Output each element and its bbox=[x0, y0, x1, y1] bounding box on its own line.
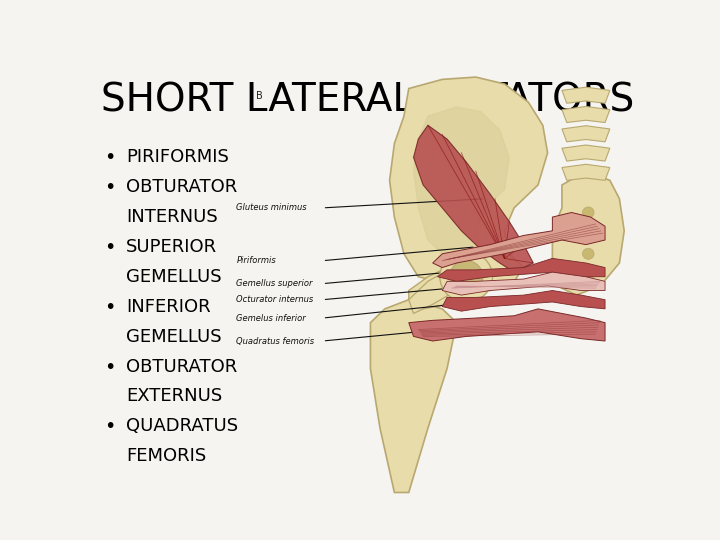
Polygon shape bbox=[562, 87, 610, 103]
Polygon shape bbox=[409, 309, 605, 341]
Text: •: • bbox=[104, 238, 115, 257]
Circle shape bbox=[440, 252, 492, 302]
Text: B: B bbox=[256, 91, 262, 101]
Text: INTERNUS: INTERNUS bbox=[126, 208, 218, 226]
Polygon shape bbox=[413, 125, 534, 272]
Polygon shape bbox=[409, 263, 467, 309]
Text: EXTERNUS: EXTERNUS bbox=[126, 388, 222, 406]
Polygon shape bbox=[562, 145, 610, 161]
Polygon shape bbox=[371, 300, 456, 492]
Polygon shape bbox=[433, 212, 605, 267]
Polygon shape bbox=[442, 272, 605, 295]
Text: GEMELLUS: GEMELLUS bbox=[126, 328, 222, 346]
Text: Quadratus femoris: Quadratus femoris bbox=[236, 336, 315, 346]
Text: INFERIOR: INFERIOR bbox=[126, 298, 211, 316]
Text: OBTURATOR: OBTURATOR bbox=[126, 357, 238, 375]
Text: •: • bbox=[104, 298, 115, 316]
Polygon shape bbox=[390, 77, 548, 291]
Text: SUPERIOR: SUPERIOR bbox=[126, 238, 217, 256]
Text: •: • bbox=[104, 178, 115, 197]
Text: Gemelus inferior: Gemelus inferior bbox=[236, 314, 306, 322]
Circle shape bbox=[582, 228, 594, 239]
Circle shape bbox=[582, 248, 594, 259]
Text: Piriformis: Piriformis bbox=[236, 256, 276, 265]
Text: Gemellus superior: Gemellus superior bbox=[236, 279, 313, 288]
Text: FEMORIS: FEMORIS bbox=[126, 447, 207, 465]
Polygon shape bbox=[409, 263, 471, 313]
Text: QUADRATUS: QUADRATUS bbox=[126, 417, 238, 435]
Polygon shape bbox=[442, 291, 605, 311]
Circle shape bbox=[582, 269, 594, 280]
Polygon shape bbox=[413, 107, 509, 263]
Text: OBTURATOR: OBTURATOR bbox=[126, 178, 238, 196]
Polygon shape bbox=[552, 171, 624, 295]
Polygon shape bbox=[438, 258, 605, 281]
Text: •: • bbox=[104, 417, 115, 436]
Text: GEMELLUS: GEMELLUS bbox=[126, 268, 222, 286]
Text: Octurator internus: Octurator internus bbox=[236, 295, 314, 304]
Polygon shape bbox=[562, 126, 610, 142]
Text: PIRIFORMIS: PIRIFORMIS bbox=[126, 148, 229, 166]
Polygon shape bbox=[562, 164, 610, 180]
Circle shape bbox=[449, 261, 483, 293]
Polygon shape bbox=[562, 106, 610, 123]
Text: •: • bbox=[104, 148, 115, 167]
Circle shape bbox=[582, 207, 594, 218]
Text: SHORT LATERAL ROTATORS: SHORT LATERAL ROTATORS bbox=[101, 82, 634, 119]
Text: Gluteus minimus: Gluteus minimus bbox=[236, 204, 307, 212]
Text: •: • bbox=[104, 357, 115, 376]
